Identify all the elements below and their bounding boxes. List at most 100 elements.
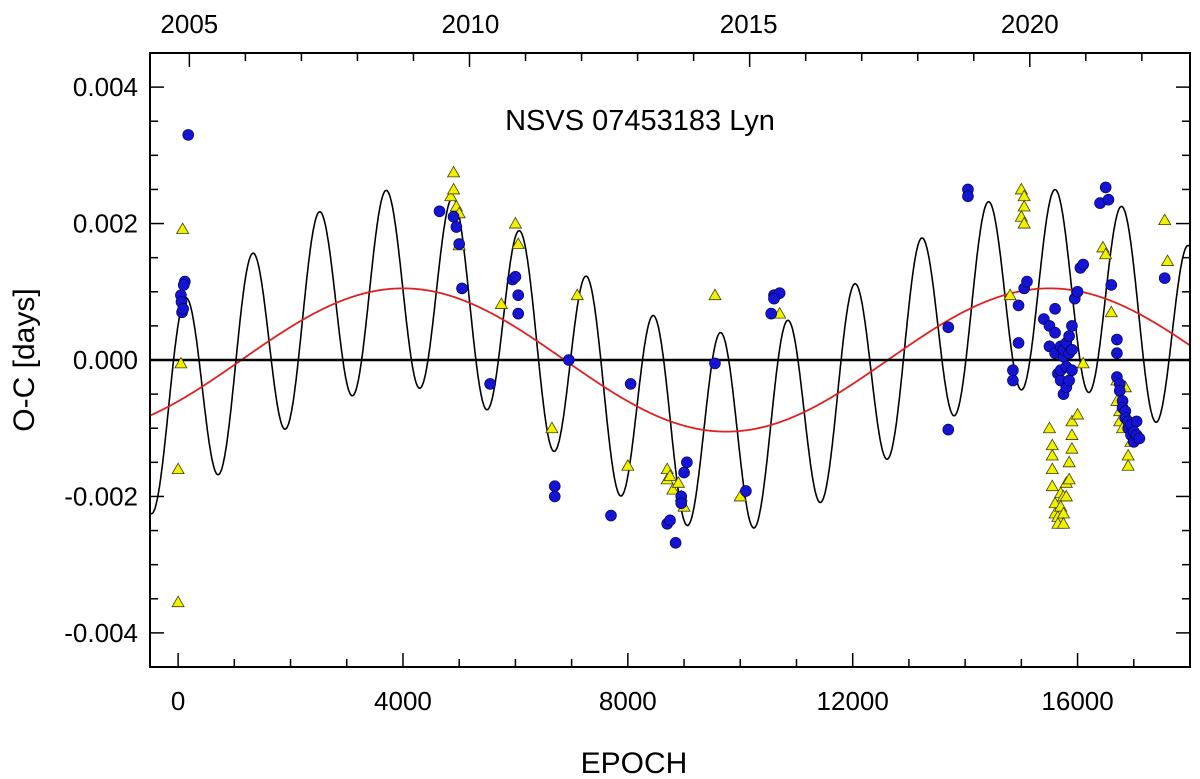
- circle-point: [456, 282, 468, 295]
- y-tick-label: 0.004: [73, 72, 138, 102]
- triangle-point: [444, 189, 458, 202]
- triangle-point: [545, 421, 559, 434]
- long-period-fit-curve: [150, 287, 1190, 433]
- triangle-point: [1045, 479, 1059, 492]
- circle-point: [509, 270, 522, 283]
- circle-point: [1021, 275, 1033, 288]
- circle-point: [669, 537, 682, 549]
- triangle-point: [1056, 516, 1071, 529]
- circle-point: [548, 480, 561, 493]
- circle-point: [942, 423, 955, 436]
- triangle-point: [511, 237, 525, 249]
- triangle-point: [494, 297, 509, 309]
- circle-point: [1158, 272, 1171, 284]
- circle-point: [1102, 193, 1115, 206]
- circle-point: [678, 466, 690, 479]
- triangle-point: [671, 475, 686, 488]
- circle-point: [1133, 432, 1146, 445]
- top-year-label: 2020: [1001, 9, 1059, 39]
- triangle-point: [1070, 407, 1085, 420]
- triangle-point: [1017, 199, 1031, 212]
- circle-point: [681, 456, 693, 469]
- circle-point: [768, 292, 780, 305]
- circle-point: [563, 354, 575, 366]
- circle-point: [1111, 333, 1123, 346]
- triangle-point: [174, 356, 188, 369]
- circle-point: [1063, 374, 1075, 387]
- triangle-point: [1076, 356, 1090, 369]
- circle-point: [962, 190, 974, 203]
- circle-point: [1066, 320, 1078, 332]
- triangle-point: [621, 458, 635, 471]
- triangle-point: [663, 469, 677, 481]
- triangle-point: [1065, 414, 1079, 427]
- circle-point: [433, 205, 446, 218]
- circle-point: [942, 321, 955, 334]
- circle-point: [1111, 347, 1123, 359]
- circle-point: [1007, 364, 1019, 377]
- top-year-label: 2015: [720, 9, 778, 39]
- triangle-point: [570, 288, 584, 301]
- triangle-point: [708, 288, 722, 301]
- axes: 0 4000 8000 12000 16000 -0.004 -0.002 0.000 0.00…: [64, 9, 1191, 716]
- triangle-point: [1045, 438, 1059, 451]
- circle-point: [177, 303, 189, 315]
- triangle-point: [1045, 462, 1059, 475]
- circle-point: [675, 497, 688, 510]
- top-year-label: 2010: [442, 9, 500, 39]
- triangle-point: [1065, 441, 1079, 454]
- x-axis-title: EPOCH: [581, 747, 688, 779]
- circle-point: [624, 378, 637, 390]
- chart-title: NSVS 07453183 Lyn: [505, 105, 775, 137]
- circle-point: [1077, 258, 1089, 271]
- triangle-point: [1098, 247, 1113, 260]
- triangle-point: [1062, 455, 1076, 468]
- y-tick-label: 0.000: [73, 345, 138, 375]
- circle-point: [177, 279, 190, 291]
- circle-point: [453, 238, 465, 250]
- circle-point: [512, 307, 525, 320]
- circle-point: [1105, 279, 1118, 291]
- circle-point: [1071, 285, 1084, 298]
- triangle-point: [1062, 472, 1076, 485]
- triangle-point: [171, 595, 185, 608]
- triangle-point: [175, 222, 190, 234]
- data-points: [171, 129, 1175, 608]
- y-tick-label: -0.004: [64, 618, 138, 648]
- y-tick-label: -0.002: [64, 481, 138, 511]
- circle-point: [709, 357, 721, 370]
- circle-point: [1012, 299, 1025, 312]
- circle-point: [450, 221, 463, 233]
- circle-point: [1049, 326, 1061, 339]
- circle-point: [548, 490, 561, 503]
- triangle-point: [1059, 489, 1074, 502]
- y-tick-label: 0.002: [73, 209, 138, 239]
- triangle-point: [1121, 458, 1135, 471]
- circle-point: [740, 485, 752, 497]
- x-tick-label: 4000: [374, 686, 432, 716]
- x-tick-label: 8000: [599, 686, 657, 716]
- circle-point: [1063, 330, 1075, 342]
- triangle-point: [1104, 305, 1118, 318]
- triangle-point: [1121, 448, 1135, 461]
- triangle-point: [1158, 213, 1172, 226]
- circle-point: [182, 129, 195, 141]
- x-tick-label: 12000: [817, 686, 889, 716]
- triangle-point: [1065, 428, 1079, 440]
- circle-point: [484, 378, 496, 390]
- x-tick-label: 16000: [1041, 686, 1113, 716]
- circle-point: [605, 509, 617, 522]
- circle-point: [1066, 343, 1078, 356]
- triangle-point: [1003, 288, 1017, 301]
- circle-point: [1130, 415, 1143, 428]
- circle-point: [1007, 374, 1019, 387]
- circle-point: [512, 289, 525, 301]
- circle-point: [1113, 384, 1126, 397]
- triangle-point: [1017, 216, 1031, 229]
- x-tick-label: 0: [171, 686, 185, 716]
- triangle-point: [508, 216, 523, 229]
- circle-point: [1012, 337, 1025, 349]
- triangle-point: [1160, 254, 1175, 266]
- y-axis-title: O-C [days]: [8, 288, 41, 431]
